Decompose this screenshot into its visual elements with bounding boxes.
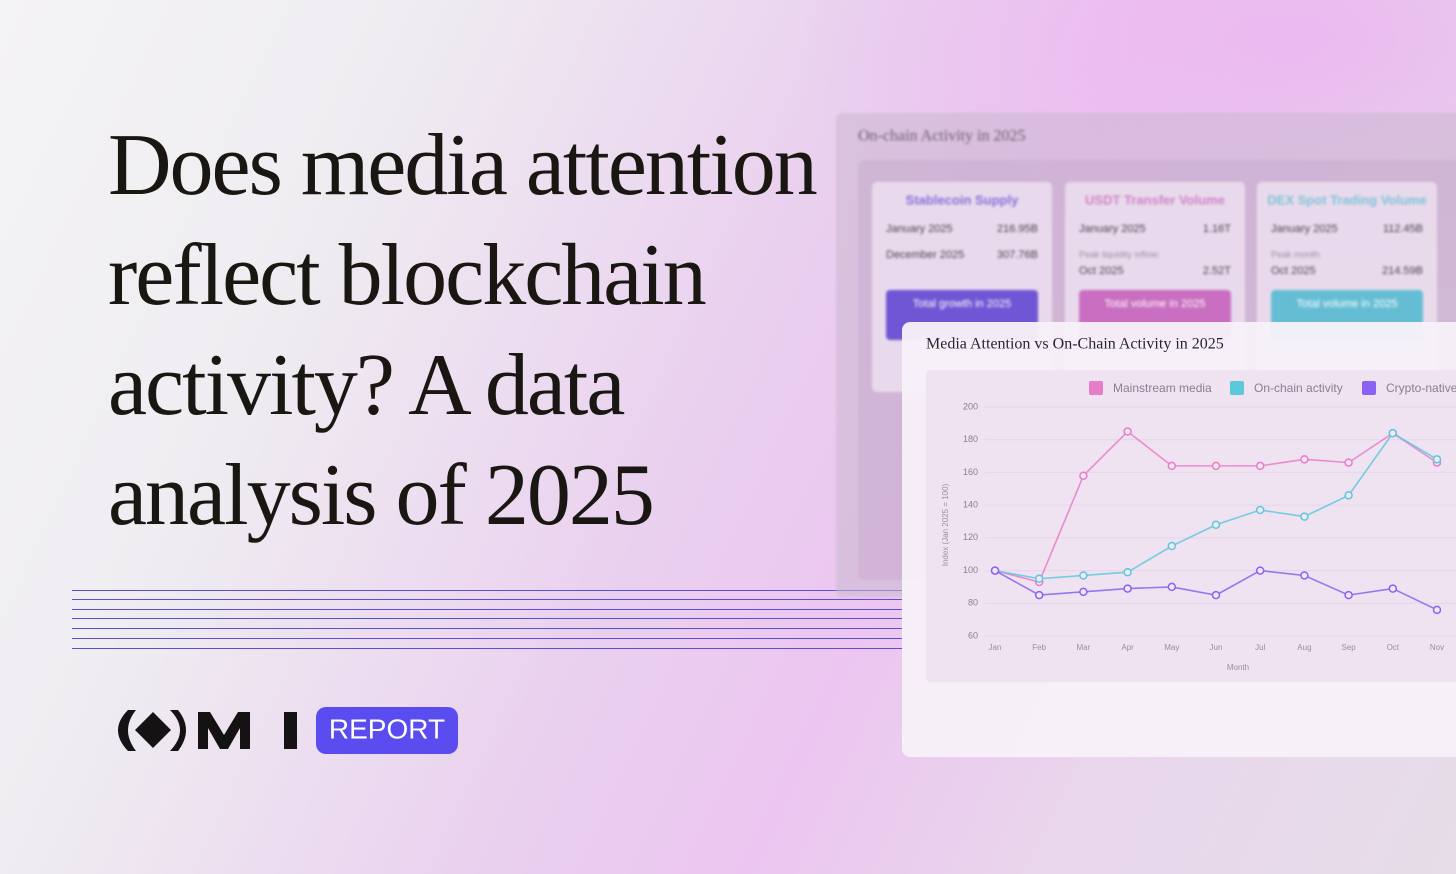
y-tick-label: 180 (963, 434, 978, 444)
info-button-label: Total growth in 2025 (913, 298, 1011, 310)
x-tick-label: Apr (1121, 643, 1134, 652)
info-button-label: Total volume in 2025 (1105, 298, 1206, 310)
x-tick-label: May (1164, 643, 1179, 652)
y-tick-label: 120 (963, 532, 978, 542)
legend-swatch (1362, 381, 1376, 395)
info-label: January 2025 (886, 223, 953, 235)
badge-bg (316, 707, 458, 754)
info-card-title: Stablecoin Supply (906, 192, 1019, 207)
y-tick-label: 140 (963, 500, 978, 510)
data-point (1034, 590, 1044, 600)
legend-swatch (1230, 381, 1244, 395)
data-point (1211, 520, 1221, 530)
data-point (1211, 590, 1221, 600)
x-tick-label: Oct (1387, 643, 1400, 652)
legend-label: Mainstream media (1113, 381, 1212, 395)
y-tick-label: 200 (963, 401, 978, 411)
x-tick-label: Feb (1032, 643, 1046, 652)
x-tick-label: Aug (1297, 643, 1311, 652)
x-tick-label: Jul (1255, 643, 1265, 652)
data-point (1167, 582, 1177, 592)
info-note: Peak liquidity inflow: (1079, 249, 1160, 259)
logo (118, 710, 297, 751)
data-point (1432, 605, 1442, 615)
info-value: 2.52T (1203, 265, 1231, 277)
data-point (1432, 455, 1442, 464)
data-point (1300, 571, 1309, 580)
data-point (1300, 455, 1309, 464)
data-point (1123, 427, 1132, 436)
data-point (990, 566, 1000, 575)
legend-label: Crypto-native (1386, 381, 1456, 395)
info-label: Oct 2025 (1271, 265, 1316, 277)
y-tick-label: 160 (963, 467, 978, 477)
data-point (1300, 512, 1309, 521)
legend-swatch (1089, 381, 1103, 395)
info-label: January 2025 (1079, 223, 1146, 235)
data-point (1079, 471, 1088, 480)
x-axis-label: Month (1227, 663, 1249, 672)
legend-label: On-chain activity (1254, 381, 1343, 395)
data-point (1255, 461, 1265, 471)
badge: REPORT (329, 713, 445, 744)
info-value: 307.76B (997, 249, 1038, 261)
data-point (1388, 428, 1398, 438)
x-tick-label: Sep (1341, 643, 1356, 652)
info-label: January 2025 (1271, 223, 1338, 235)
info-label: Oct 2025 (1079, 265, 1124, 277)
info-value: 1.16T (1203, 223, 1231, 235)
y-tick-label: 100 (963, 565, 978, 575)
chart-title: Media Attention vs On-Chain Activity in … (926, 336, 1224, 353)
headline: Does media attention reflect blockchain … (108, 117, 818, 544)
data-point (1079, 587, 1088, 597)
x-tick-label: Jun (1210, 643, 1223, 652)
info-note: Peak month: (1271, 249, 1322, 259)
panel-title: On-chain Activity in 2025 (858, 128, 1026, 145)
x-tick-label: Nov (1430, 643, 1444, 652)
y-axis-label: Index (Jan 2025 = 100) (941, 483, 950, 566)
data-point (1167, 541, 1177, 551)
data-point (1211, 461, 1221, 471)
data-point (1344, 590, 1353, 600)
data-point (1388, 584, 1398, 593)
chart-card: Media Attention vs On-Chain Activity in … (902, 322, 1456, 757)
data-point (1079, 571, 1088, 580)
y-tick-label: 80 (968, 598, 978, 608)
data-point (1167, 461, 1177, 471)
plot-bg (926, 370, 1456, 682)
data-point (1255, 505, 1265, 515)
data-point (1344, 491, 1353, 500)
data-point (1034, 574, 1044, 583)
data-point (1344, 458, 1353, 467)
info-value: 214.59B (1382, 265, 1423, 277)
info-button-label: Total volume in 2025 (1297, 298, 1398, 310)
x-tick-label: Jan (989, 643, 1002, 652)
info-label: December 2025 (886, 249, 964, 261)
info-value: 112.45B (1383, 223, 1423, 235)
data-point (1123, 584, 1132, 593)
data-point (1123, 567, 1132, 577)
y-tick-label: 60 (968, 630, 978, 640)
data-point (1255, 566, 1265, 575)
info-card-title: USDT Transfer Volume (1085, 192, 1225, 207)
rule-lines (72, 590, 902, 649)
info-card-title: DEX Spot Trading Volume (1267, 192, 1426, 207)
info-value: 216.95B (997, 223, 1038, 235)
x-tick-label: Mar (1077, 643, 1091, 652)
